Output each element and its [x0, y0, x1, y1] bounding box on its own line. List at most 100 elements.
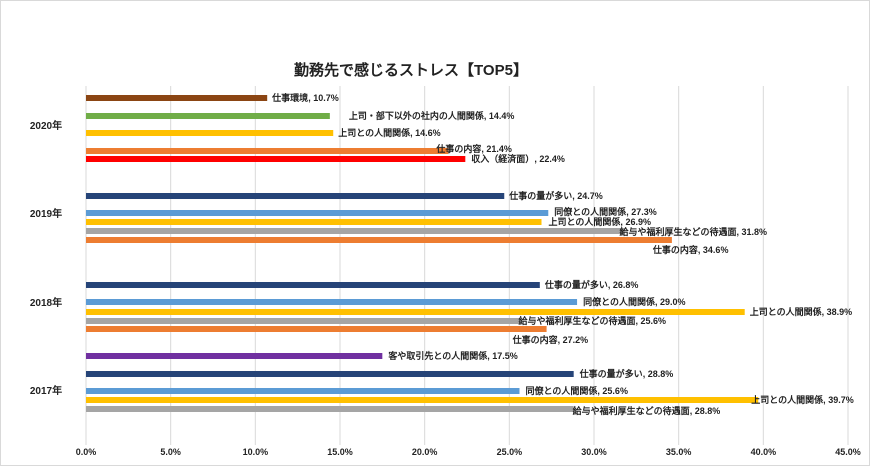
data-label: 収入（経済面）, 22.4%	[471, 153, 565, 164]
data-label-value: 26.8%	[613, 280, 639, 290]
data-label-value: 25.6%	[602, 386, 628, 396]
data-label-category: 同僚との人間関係	[554, 206, 626, 217]
data-label-category: 収入（経済面）	[471, 153, 534, 164]
data-label-value: 24.7%	[577, 191, 603, 201]
data-label-separator: ,	[698, 245, 703, 255]
x-tick-label: 30.0%	[581, 447, 607, 457]
x-tick-label: 0.0%	[76, 447, 97, 457]
bar	[86, 210, 549, 216]
x-tick-label: 5.0%	[160, 447, 181, 457]
year-label: 2019年	[30, 207, 62, 220]
data-label-value: 17.5%	[492, 351, 518, 361]
x-tick-label: 20.0%	[412, 447, 438, 457]
bar	[86, 237, 672, 243]
data-label-value: 14.6%	[415, 128, 441, 138]
data-label-category: 仕事の量が多い	[579, 368, 643, 379]
data-label-category: 上司との人間関係	[750, 306, 822, 317]
data-label-category: 仕事の内容	[435, 143, 481, 154]
data-label-value: 14.4%	[489, 111, 515, 121]
data-label-separator: ,	[597, 386, 602, 396]
data-label-separator: ,	[308, 93, 313, 103]
data-label: 上司との人間関係, 39.7%	[751, 394, 853, 405]
data-label: 給与や福利厚生などの待遇面, 25.6%	[518, 315, 666, 326]
data-label-category: 上司との人間関係	[338, 127, 410, 138]
data-label-category: 同僚との人間関係	[525, 385, 597, 396]
bar	[86, 371, 574, 377]
year-label: 2018年	[30, 296, 62, 309]
data-label-value: 21.4%	[486, 144, 512, 154]
data-label-separator: ,	[643, 369, 648, 379]
data-label-value: 22.4%	[539, 154, 565, 164]
data-label-separator: ,	[690, 406, 695, 416]
data-label-category: 客や取引先との人間関係	[387, 350, 487, 361]
data-label: 同僚との人間関係, 25.6%	[525, 385, 627, 396]
x-tick-label: 15.0%	[327, 447, 353, 457]
data-label-category: 同僚との人間関係	[583, 296, 655, 307]
data-label-category: 上司・部下以外の社内の人間関係	[349, 110, 484, 121]
bar	[86, 406, 574, 412]
data-label-value: 31.8%	[742, 227, 768, 237]
data-label-value: 27.2%	[563, 335, 589, 345]
data-label-separator: ,	[626, 207, 631, 217]
data-label-category: 仕事の内容	[652, 244, 698, 255]
data-label: 上司との人間関係, 26.9%	[549, 216, 651, 227]
data-label-value: 10.7%	[313, 93, 339, 103]
data-label: 給与や福利厚生などの待遇面, 31.8%	[619, 226, 767, 237]
year-label: 2020年	[30, 119, 62, 132]
data-label-separator: ,	[534, 154, 539, 164]
x-tick-label: 45.0%	[835, 447, 861, 457]
bar	[86, 282, 540, 288]
data-label-separator: ,	[823, 395, 828, 405]
bar	[86, 148, 449, 154]
data-label-value: 27.3%	[631, 207, 657, 217]
data-label: 上司・部下以外の社内の人間関係, 14.4%	[349, 110, 515, 121]
data-label: 仕事の内容, 34.6%	[652, 244, 729, 255]
data-label-category: 仕事環境	[271, 92, 308, 103]
data-label-separator: ,	[822, 307, 827, 317]
data-label-category: 仕事の量が多い	[544, 279, 608, 290]
bar	[86, 156, 466, 162]
data-label-separator: ,	[572, 191, 577, 201]
data-label-separator: ,	[558, 335, 563, 345]
bar	[86, 113, 330, 119]
data-label-separator: ,	[487, 351, 492, 361]
data-label-value: 28.8%	[695, 406, 721, 416]
data-label-value: 28.8%	[648, 369, 674, 379]
chart-title: 勤務先で感じるストレス【TOP5】	[294, 62, 528, 79]
data-label-separator: ,	[608, 280, 613, 290]
data-label-separator: ,	[636, 316, 641, 326]
data-label-category: 給与や福利厚生などの待遇面	[518, 315, 635, 326]
data-label-value: 38.9%	[827, 307, 853, 317]
bar	[86, 219, 542, 225]
data-label: 仕事環境, 10.7%	[271, 92, 339, 103]
data-label: 仕事の量が多い, 24.7%	[508, 190, 603, 201]
data-label-value: 39.7%	[828, 395, 854, 405]
data-label-category: 上司との人間関係	[751, 394, 823, 405]
bar	[86, 309, 745, 315]
data-label-category: 仕事の量が多い	[508, 190, 572, 201]
year-label: 2017年	[30, 384, 62, 397]
x-tick-label: 35.0%	[666, 447, 692, 457]
data-label-category: 上司との人間関係	[549, 216, 621, 227]
data-label: 給与や福利厚生などの待遇面, 28.8%	[573, 405, 721, 416]
data-label-category: 給与や福利厚生などの待遇面	[573, 405, 690, 416]
data-label-value: 34.6%	[703, 245, 729, 255]
data-label-separator: ,	[484, 111, 489, 121]
data-label: 同僚との人間関係, 29.0%	[583, 296, 685, 307]
data-label: 上司との人間関係, 38.9%	[750, 306, 852, 317]
x-tick-label: 25.0%	[497, 447, 523, 457]
data-label-value: 25.6%	[641, 316, 667, 326]
bar	[86, 353, 383, 359]
bar	[86, 397, 759, 403]
data-label: 客や取引先との人間関係, 17.5%	[387, 350, 517, 361]
data-label: 同僚との人間関係, 27.3%	[554, 206, 656, 217]
x-tick-label: 10.0%	[243, 447, 269, 457]
bar	[86, 193, 505, 199]
bar	[86, 326, 547, 332]
data-label: 仕事の内容, 21.4%	[435, 143, 512, 154]
data-label: 仕事の量が多い, 28.8%	[579, 368, 674, 379]
data-label-category: 仕事の内容	[512, 334, 558, 345]
bar	[86, 318, 520, 324]
